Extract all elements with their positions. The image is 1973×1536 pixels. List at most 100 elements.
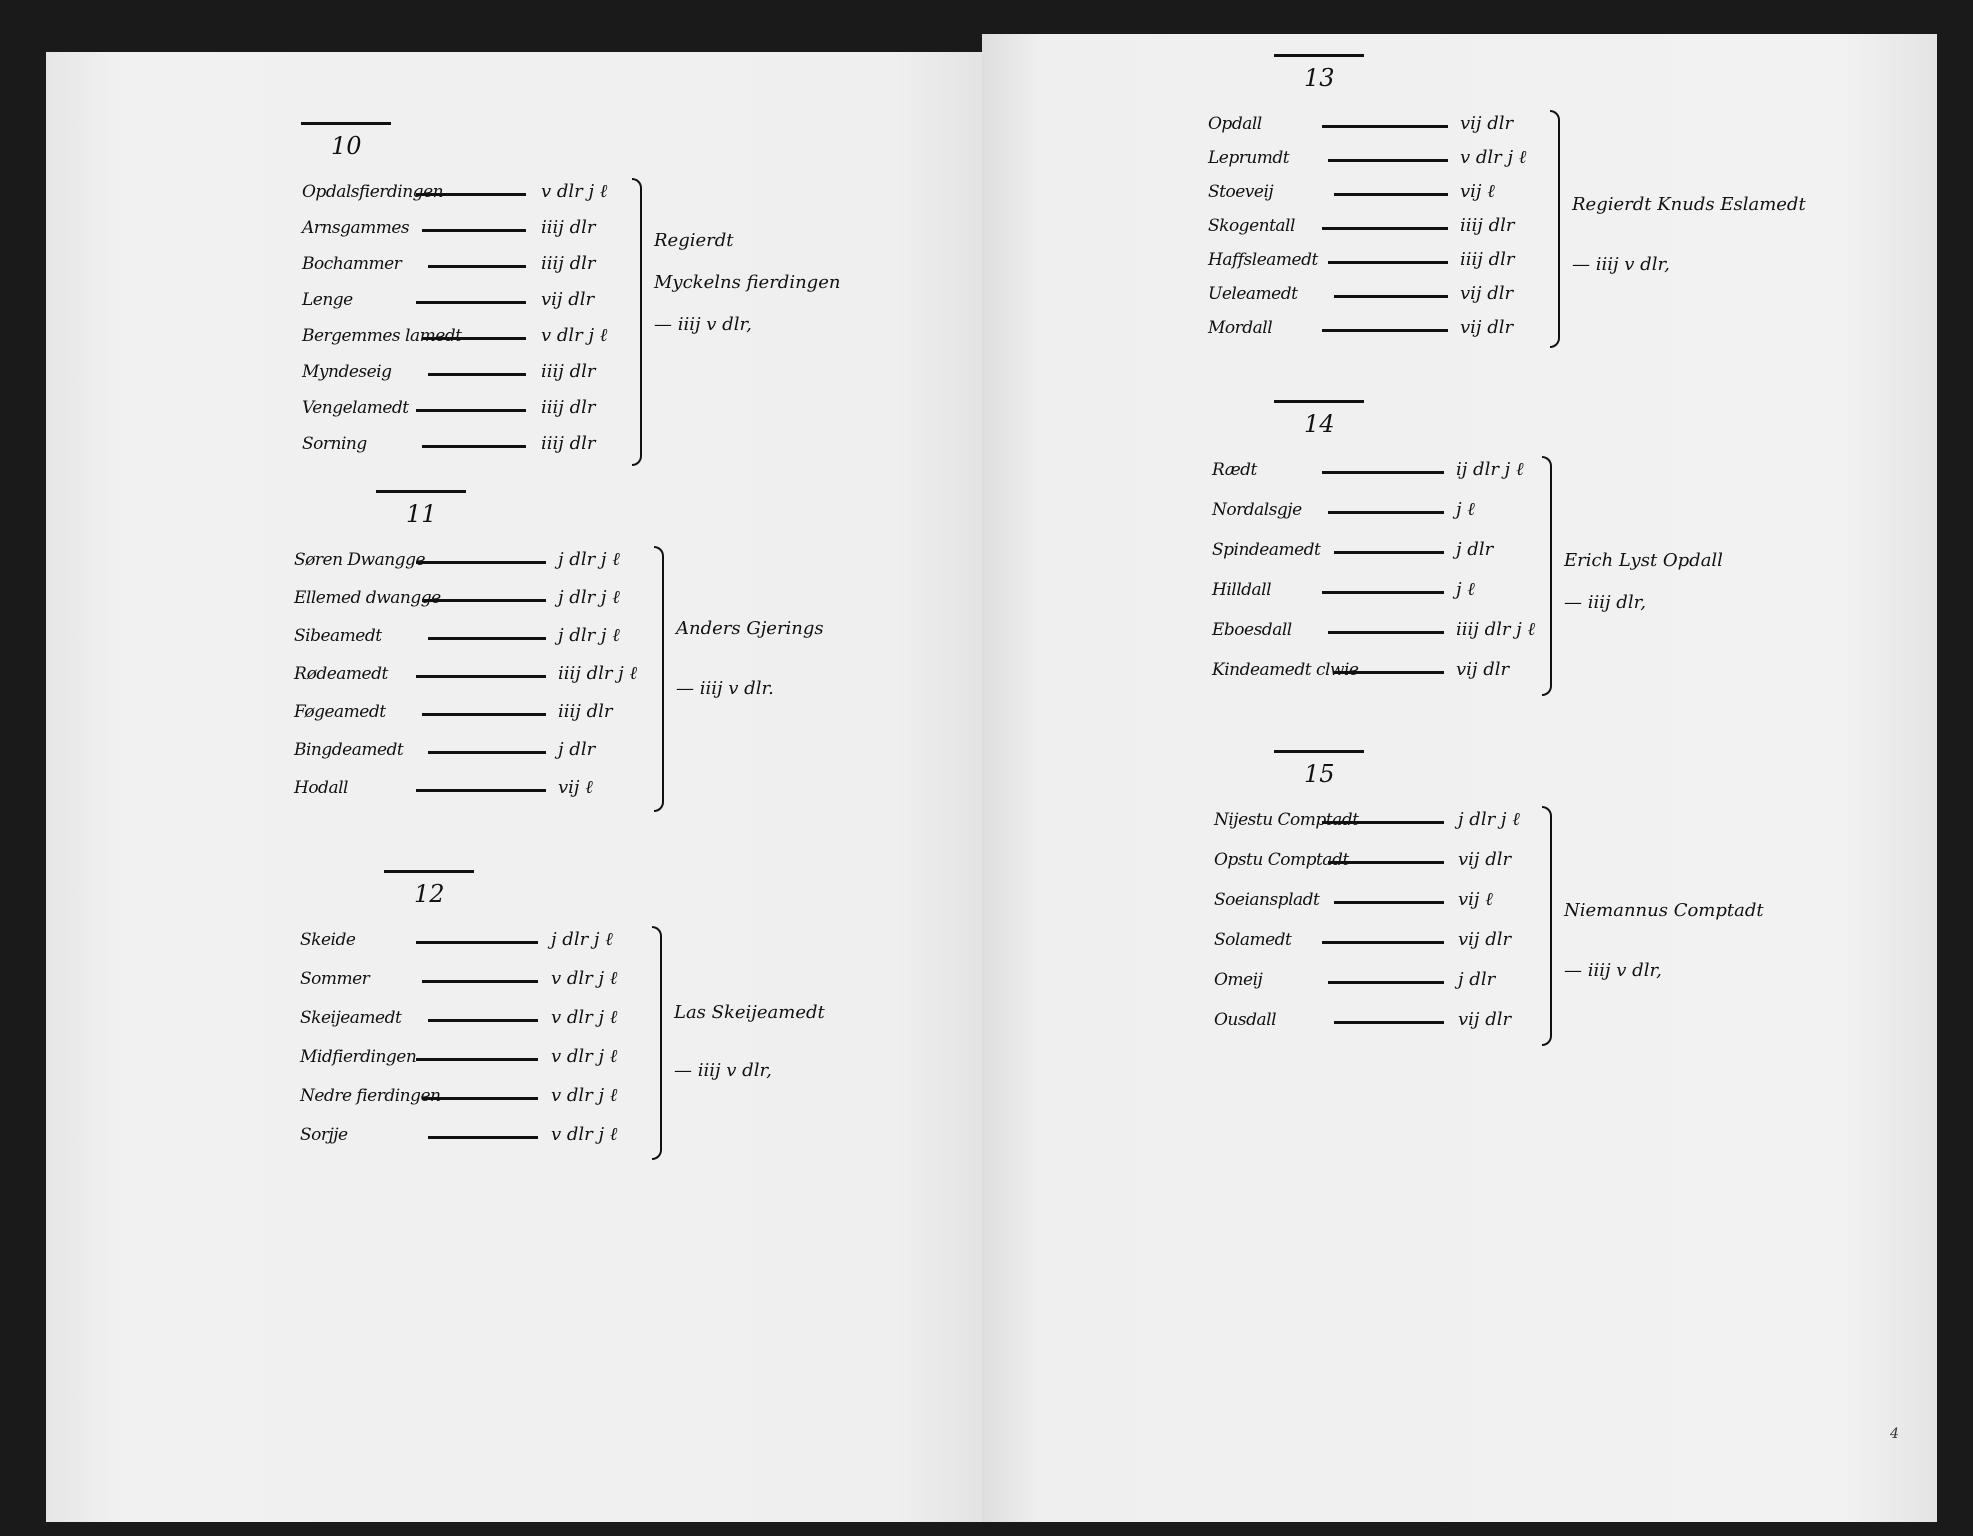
entry-dash: [422, 599, 546, 602]
entry-name: Ueleamedt: [1208, 284, 1298, 304]
entry-amount: v dlr j ℓ: [551, 1046, 618, 1067]
entry-name: Omeij: [1214, 970, 1263, 990]
entry-dash: [422, 713, 546, 716]
bracket-note: Myckelns fierdingen: [654, 272, 841, 293]
section-number: 11: [406, 500, 437, 528]
entry-amount: vij ℓ: [558, 777, 593, 798]
entry-name: Sibeamedt: [294, 626, 382, 646]
entry-amount: vij dlr: [1460, 317, 1514, 338]
entry-amount: j dlr j ℓ: [551, 929, 613, 950]
bracket-note: Regierdt: [654, 230, 734, 251]
entry-amount: ij dlr j ℓ: [1456, 459, 1524, 480]
entry-dash: [416, 561, 546, 564]
entry-amount: j dlr j ℓ: [558, 625, 620, 646]
bracket-note: Las Skeijeamedt: [674, 1002, 825, 1023]
entry-name: Sommer: [300, 969, 370, 989]
entry-dash: [1328, 261, 1448, 264]
bracket-note: — iiij v dlr,: [1572, 254, 1670, 275]
entry-dash: [428, 751, 546, 754]
left-manuscript-page: 10 Opdalsfierdingen v dlr j ℓ Arnsgammes iii…: [46, 52, 991, 1522]
grouping-bracket: [1542, 806, 1552, 1046]
entry-dash: [428, 1136, 538, 1139]
grouping-bracket: [652, 926, 662, 1160]
entry-name: Opstu Comptadt: [1214, 850, 1349, 870]
entry-name: Lenge: [302, 290, 353, 310]
grouping-bracket: [632, 178, 642, 466]
entry-dash: [1322, 941, 1444, 944]
section-rule: [376, 490, 466, 493]
entry-name: Skeijeamedt: [300, 1008, 402, 1028]
entry-name: Ellemed dwangge: [294, 588, 441, 608]
section-rule: [301, 122, 391, 125]
entry-name: Nedre fierdingen: [300, 1086, 441, 1106]
entry-amount: vij dlr: [1460, 283, 1514, 304]
entry-amount: vij dlr: [1458, 929, 1512, 950]
entry-dash: [1322, 125, 1448, 128]
entry-dash: [1322, 329, 1448, 332]
bracket-note: — iiij dlr,: [1564, 592, 1646, 613]
entry-dash: [422, 445, 526, 448]
entry-dash: [1328, 511, 1444, 514]
entry-name: Leprumdt: [1208, 148, 1290, 168]
entry-name: Søren Dwangge: [294, 550, 426, 570]
entry-amount: v dlr j ℓ: [541, 325, 608, 346]
entry-amount: v dlr j ℓ: [551, 1124, 618, 1145]
entry-dash: [428, 1019, 538, 1022]
section-rule: [384, 870, 474, 873]
entry-amount: j ℓ: [1456, 579, 1475, 600]
entry-name: Arnsgammes: [302, 218, 410, 238]
entry-dash: [428, 637, 546, 640]
entry-name: Bingdeamedt: [294, 740, 404, 760]
entry-dash: [1334, 671, 1444, 674]
entry-name: Opdalsfierdingen: [302, 182, 444, 202]
entry-dash: [422, 980, 538, 983]
entry-amount: vij ℓ: [1460, 181, 1495, 202]
entry-dash: [416, 675, 546, 678]
entry-amount: iiij dlr: [541, 253, 596, 274]
entry-name: Skeide: [300, 930, 356, 950]
entry-dash: [1322, 821, 1444, 824]
entry-name: Haffsleamedt: [1208, 250, 1318, 270]
entry-name: Midfierdingen: [300, 1047, 417, 1067]
entry-amount: vij dlr: [1460, 113, 1514, 134]
entry-name: Stoeveij: [1208, 182, 1274, 202]
entry-amount: iiij dlr j ℓ: [558, 663, 637, 684]
entry-name: Sorjje: [300, 1125, 348, 1145]
entry-dash: [1322, 591, 1444, 594]
entry-amount: j ℓ: [1456, 499, 1475, 520]
entry-amount: j dlr: [1458, 969, 1496, 990]
grouping-bracket: [1542, 456, 1552, 696]
entry-name: Skogentall: [1208, 216, 1295, 236]
entry-dash: [416, 409, 526, 412]
section-rule: [1274, 750, 1364, 753]
entry-name: Eboesdall: [1212, 620, 1292, 640]
entry-name: Vengelamedt: [302, 398, 409, 418]
entry-name: Ousdall: [1214, 1010, 1277, 1030]
entry-name: Rædt: [1212, 460, 1257, 480]
section-number: 15: [1304, 760, 1335, 788]
entry-amount: v dlr j ℓ: [551, 1085, 618, 1106]
entry-dash: [1334, 193, 1448, 196]
section-number: 10: [331, 132, 362, 160]
bracket-note: Niemannus Comptadt: [1564, 900, 1764, 921]
entry-amount: v dlr j ℓ: [541, 181, 608, 202]
bracket-note: — iiij v dlr.: [676, 678, 774, 699]
entry-name: Hodall: [294, 778, 348, 798]
bracket-note: Anders Gjerings: [676, 618, 824, 639]
section-number: 12: [414, 880, 445, 908]
entry-amount: iiij dlr: [541, 397, 596, 418]
entry-amount: iiij dlr: [558, 701, 613, 722]
entry-amount: j dlr: [1456, 539, 1494, 560]
entry-dash: [416, 941, 538, 944]
entry-dash: [1322, 227, 1448, 230]
entry-name: Nordalsgje: [1212, 500, 1302, 520]
entry-dash: [1334, 295, 1448, 298]
entry-dash: [1334, 551, 1444, 554]
entry-amount: j dlr j ℓ: [558, 587, 620, 608]
entry-name: Myndeseig: [302, 362, 392, 382]
entry-amount: iiij dlr: [1460, 215, 1515, 236]
entry-dash: [1328, 981, 1444, 984]
entry-dash: [1334, 901, 1444, 904]
entry-amount: iiij dlr: [1460, 249, 1515, 270]
entry-amount: iiij dlr: [541, 361, 596, 382]
